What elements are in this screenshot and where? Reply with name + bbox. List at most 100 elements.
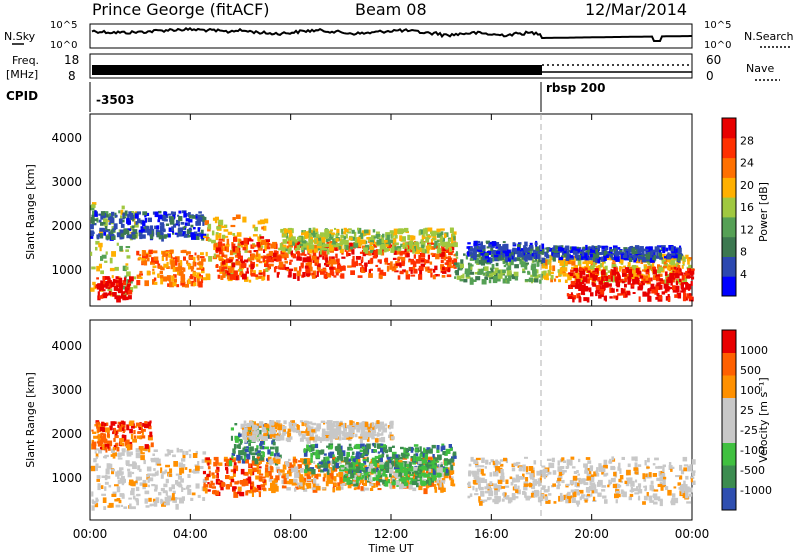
power-cell xyxy=(237,256,243,260)
power-cell xyxy=(243,259,249,263)
power-cell xyxy=(93,284,97,290)
power-cell xyxy=(249,250,252,254)
power-cell xyxy=(506,270,512,276)
velocity-cell xyxy=(120,452,125,456)
velocity-cell xyxy=(269,446,275,450)
power-cell xyxy=(466,246,470,249)
velocity-cell xyxy=(311,469,316,475)
velocity-cell xyxy=(131,487,135,492)
power-cell xyxy=(683,282,688,285)
power-cell xyxy=(450,265,455,269)
power-cell xyxy=(394,242,399,246)
power-cell xyxy=(102,276,107,281)
power-cell xyxy=(627,252,631,256)
velocity-cell xyxy=(275,435,280,439)
velocity-cell xyxy=(238,433,243,437)
power-cell xyxy=(169,281,174,288)
power-cell xyxy=(549,257,552,263)
velocity-cell xyxy=(246,431,250,436)
velocity-cell xyxy=(337,485,341,490)
velocity-cell xyxy=(404,452,410,455)
power-cell xyxy=(244,278,248,282)
power-cell xyxy=(329,269,334,276)
power-cell xyxy=(401,244,407,248)
velocity-cell xyxy=(428,480,431,485)
power-cell xyxy=(655,276,661,282)
power-cell xyxy=(482,248,486,252)
velocity-cell xyxy=(327,460,331,464)
velocity-cell xyxy=(342,423,346,429)
power-cell xyxy=(300,253,305,256)
velocity-cell xyxy=(363,460,367,465)
velocity-cell xyxy=(389,424,394,429)
power-cell xyxy=(138,276,143,279)
power-cell xyxy=(620,288,624,294)
power-cell xyxy=(385,257,389,263)
velocity-cell xyxy=(403,447,406,454)
power-cell xyxy=(184,225,187,229)
power-cell xyxy=(656,255,659,259)
power-cell xyxy=(202,277,207,281)
cpid-value-2: rbsp 200 xyxy=(546,81,605,95)
power-cell xyxy=(230,271,234,277)
velocity-cell xyxy=(150,457,155,462)
velocity-cell xyxy=(290,425,295,430)
power-cell xyxy=(339,267,343,272)
velocity-cell xyxy=(384,467,389,473)
velocity-cell xyxy=(145,505,150,508)
power-cell xyxy=(231,243,236,249)
power-cell xyxy=(431,230,437,237)
velocity-cell xyxy=(338,434,342,441)
velocity-cell xyxy=(155,497,160,504)
velocity-cell xyxy=(315,454,321,459)
power-cell xyxy=(536,261,540,267)
velocity-cell xyxy=(256,425,259,430)
velocity-cell xyxy=(386,456,391,460)
power-cell xyxy=(397,256,403,260)
power-cell xyxy=(573,275,576,279)
power-cell xyxy=(270,243,275,249)
velocity-cell xyxy=(143,447,148,451)
power-cell xyxy=(199,265,203,269)
power-cell xyxy=(540,243,545,249)
velocity-cell xyxy=(202,486,207,492)
velocity-cell xyxy=(339,458,342,461)
power-cell xyxy=(229,250,233,256)
power-cell xyxy=(215,254,220,258)
power-cell xyxy=(190,274,194,279)
power-cell xyxy=(543,260,546,266)
power-cell xyxy=(544,259,548,265)
power-cell xyxy=(419,229,425,235)
velocity-cell xyxy=(318,450,323,455)
power-cell xyxy=(286,269,291,272)
velocity-cell xyxy=(374,455,379,459)
velocity-cell xyxy=(232,487,235,491)
power-cell xyxy=(513,257,517,262)
power-cell xyxy=(406,242,410,245)
power-cell xyxy=(120,209,124,215)
velocity-cell xyxy=(242,478,247,484)
power-cell xyxy=(564,253,567,258)
velocity-cell xyxy=(104,423,107,427)
power-cell xyxy=(231,262,236,268)
velocity-cell xyxy=(381,470,386,475)
velocity-cell xyxy=(328,435,331,440)
power-cell xyxy=(221,225,226,229)
velocity-cell xyxy=(176,481,181,487)
power-cell xyxy=(331,232,336,235)
velocity-cell xyxy=(351,451,355,455)
power-cell xyxy=(525,256,528,262)
power-cell xyxy=(681,287,687,292)
power-cell xyxy=(580,277,584,281)
velocity-cell xyxy=(237,438,242,442)
velocity-cell xyxy=(122,425,125,431)
velocity-cell xyxy=(348,464,353,471)
power-cell xyxy=(599,263,603,268)
power-cell xyxy=(546,254,550,259)
power-cell xyxy=(472,248,477,254)
velocity-cell xyxy=(272,436,277,440)
velocity-cell xyxy=(241,427,245,430)
velocity-cell xyxy=(374,463,378,467)
power-cell xyxy=(670,279,673,286)
power-cell xyxy=(320,232,324,237)
